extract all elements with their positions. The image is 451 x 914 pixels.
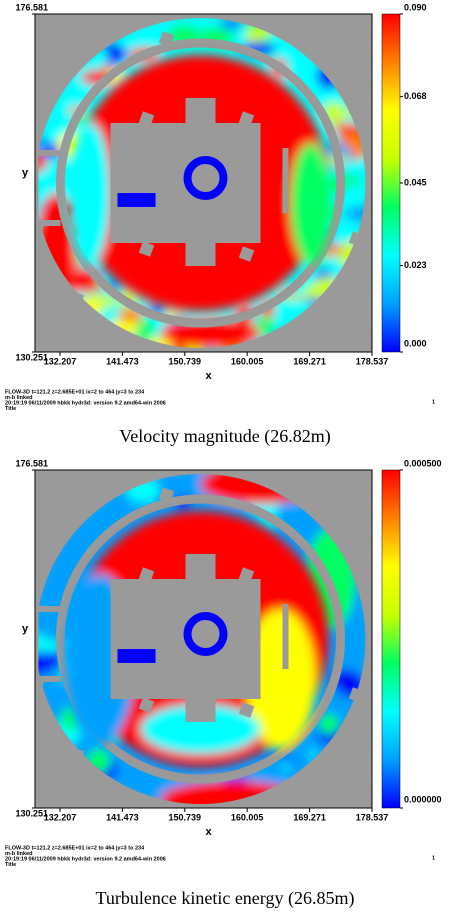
inner-blob bbox=[71, 123, 111, 263]
colorbar bbox=[382, 470, 400, 808]
colorbar bbox=[382, 14, 400, 352]
center-tower bbox=[186, 98, 216, 126]
center-tower bbox=[186, 238, 216, 266]
x-tick-label: 132.207 bbox=[44, 356, 77, 366]
x-tick-label: 150.739 bbox=[169, 812, 202, 822]
x-tick-label: 178.537 bbox=[356, 356, 389, 366]
y-tick-label: 176.581 bbox=[15, 458, 48, 468]
colorbar-tick-label: 0.000 bbox=[404, 338, 427, 348]
panel: 132.207 141.473 150.739 160.005 169.271 178.5… bbox=[5, 458, 442, 909]
page-number: 1 bbox=[432, 399, 435, 405]
footer-line: 20:19:19 06/11/2009 hbkk hydr3d: version… bbox=[5, 400, 166, 406]
x-tick-label: 169.271 bbox=[293, 356, 326, 366]
y-axis-label: y bbox=[22, 623, 29, 635]
x-tick-label: 160.005 bbox=[231, 356, 264, 366]
x-tick-label: 141.473 bbox=[106, 812, 139, 822]
footer-line: Title bbox=[5, 406, 16, 412]
colorbar-tick-label: 0.068 bbox=[404, 91, 427, 101]
panel: 132.207 141.473 150.739 160.005 169.271 178.5… bbox=[5, 2, 435, 447]
x-axis-label: x bbox=[205, 826, 212, 838]
field-blob bbox=[344, 182, 363, 208]
x-tick-label: 141.473 bbox=[106, 356, 139, 366]
caption: Turbulence kinetic energy (26.85m) bbox=[96, 888, 355, 909]
footer-line: 20:19:19 06/11/2009 hbkk hydr3d: version… bbox=[5, 856, 166, 862]
y-tick-label: 176.581 bbox=[15, 2, 48, 12]
blue-rect bbox=[118, 193, 156, 207]
colorbar-tick-label: 0.090 bbox=[404, 2, 427, 12]
right-bar bbox=[283, 604, 289, 669]
colorbar-tick-label: 0.000000 bbox=[404, 794, 442, 804]
x-tick-label: 150.739 bbox=[169, 356, 202, 366]
page-number: 1 bbox=[432, 855, 435, 861]
x-axis-label: x bbox=[205, 370, 212, 382]
x-tick-label: 160.005 bbox=[231, 812, 264, 822]
field-blob bbox=[25, 651, 54, 674]
footer-line: Title bbox=[5, 862, 16, 868]
y-axis-label: y bbox=[22, 167, 29, 179]
y-tick-label: 130.251 bbox=[15, 352, 48, 362]
blue-rect bbox=[118, 649, 156, 663]
center-tower bbox=[186, 554, 216, 582]
colorbar-tick-label: 0.000500 bbox=[404, 458, 442, 468]
caption: Velocity magnitude (26.82m) bbox=[119, 426, 330, 447]
center-tower bbox=[186, 694, 216, 722]
figure: 132.207 141.473 150.739 160.005 169.271 178.5… bbox=[0, 0, 451, 914]
right-bar bbox=[283, 148, 289, 213]
x-tick-label: 169.271 bbox=[293, 812, 326, 822]
colorbar-tick-label: 0.045 bbox=[404, 177, 427, 187]
x-tick-label: 132.207 bbox=[44, 812, 77, 822]
colorbar-tick-label: 0.023 bbox=[404, 260, 427, 270]
inner-blob bbox=[291, 143, 331, 263]
x-tick-label: 178.537 bbox=[356, 812, 389, 822]
y-tick-label: 130.251 bbox=[15, 808, 48, 818]
